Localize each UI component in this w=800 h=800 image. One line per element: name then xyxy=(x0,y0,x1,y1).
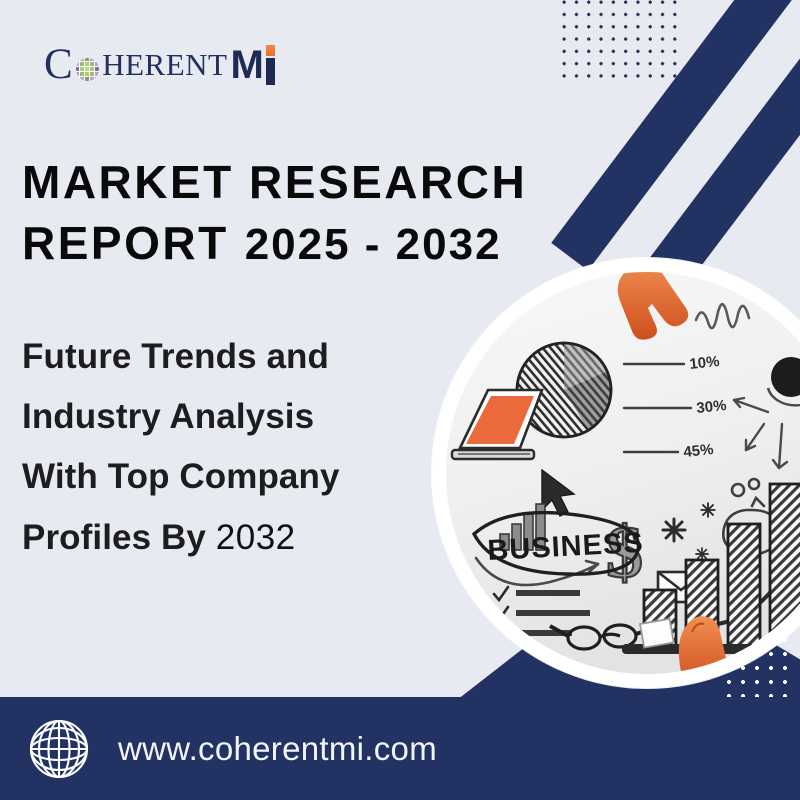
headline-report-word: REPORT xyxy=(22,216,229,269)
logo-wordmark: C xyxy=(44,43,227,86)
logo-i-stem xyxy=(265,57,275,85)
photo-ring: 10% 30% 45% xyxy=(432,258,800,688)
headline-block: MARKET RESEARCH REPORT 2025 - 2032 xyxy=(22,152,527,274)
subheadline-line-2: Industry Analysis xyxy=(22,397,315,437)
logo-i-accent-dot xyxy=(265,44,275,56)
subheadline-line-4: Profiles By 2032 xyxy=(22,508,442,568)
logo-mi-mark: M xyxy=(230,42,275,87)
subheadline-profiles-text: Profiles By xyxy=(22,517,206,557)
footer-bar: www.coherentmi.com xyxy=(0,697,800,800)
logo-letter-c: C xyxy=(44,41,74,88)
dot-grid-top-right xyxy=(558,0,682,84)
business-doodles-photo: 10% 30% 45% xyxy=(446,272,800,674)
headline-year-range: 2025 - 2032 xyxy=(244,219,502,269)
website-url[interactable]: www.coherentmi.com xyxy=(118,729,437,767)
svg-text:10%: 10% xyxy=(689,353,721,373)
brand-logo[interactable]: C xyxy=(44,43,275,86)
svg-text:45%: 45% xyxy=(683,441,715,461)
subheadline-end-year: 2032 xyxy=(215,517,296,557)
svg-text:30%: 30% xyxy=(696,397,728,417)
subheadline-line-3: With Top Company xyxy=(22,457,340,497)
headline-line-1: MARKET RESEARCH xyxy=(22,156,528,208)
logo-letter-i xyxy=(265,44,275,85)
headline-line-2: REPORT 2025 - 2032 xyxy=(22,213,527,274)
globe-wireframe-icon xyxy=(28,718,90,780)
globe-sphere-icon xyxy=(74,53,101,81)
logo-letters-herent: HERENT xyxy=(102,47,228,82)
logo-letter-m: M xyxy=(230,42,264,87)
subheadline-line-1: Future Trends and xyxy=(22,337,330,376)
subheadline-block: Future Trends and Industry Analysis With… xyxy=(22,327,442,568)
